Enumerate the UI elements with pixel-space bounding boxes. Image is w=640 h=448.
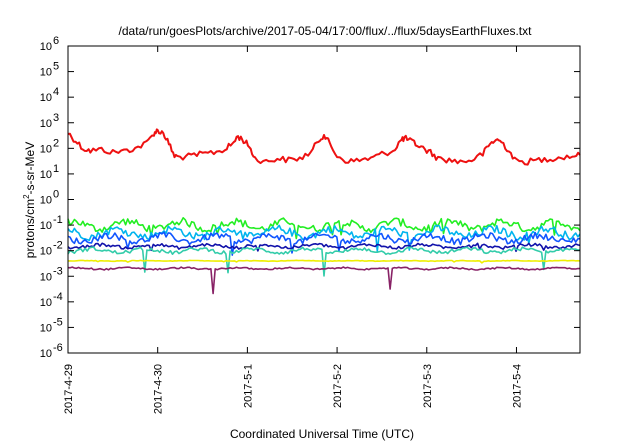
y-tick-exponent: -5 [53,316,63,328]
y-tick-label: 10 [40,67,52,79]
x-axis: 2017-4-29 2017-4-30 2017-5-1 2017-5-2 2017-5… [63,46,523,414]
y-tick-label: 10 [40,297,52,309]
series-line [67,231,581,256]
y-tick-label: 10 [40,41,52,53]
y-tick-label: 10 [40,322,52,334]
series-line [67,266,581,295]
y-tick-label: 10 [40,246,52,258]
y-tick-exponent: 4 [53,86,59,98]
x-tick-label: 2017-5-3 [422,364,434,408]
y-tick-label: 10 [40,92,52,104]
y-tick-exponent: -2 [53,240,63,252]
series-line [67,217,581,240]
chart-title: /data/run/goesPlots/archive/2017-05-04/1… [119,24,533,38]
y-tick-label: 10 [40,118,52,130]
y-tick-label: 10 [40,220,52,232]
y-tick-label: 10 [40,143,52,155]
x-tick-label: 2017-4-29 [63,364,75,414]
x-tick-label: 2017-4-30 [153,364,165,414]
y-tick-exponent: -3 [53,265,63,277]
x-tick-label: 2017-5-2 [332,364,344,408]
y-tick-exponent: 0 [53,189,59,201]
y-tick-exponent: 3 [53,112,59,124]
y-tick-exponent: -6 [53,342,63,354]
y-tick-exponent: 2 [53,137,59,149]
y-tick-exponent: -1 [53,214,63,226]
series-line [67,128,581,166]
y-tick-label: 10 [40,195,52,207]
y-tick-exponent: 1 [53,163,59,175]
y-tick-label: 10 [40,348,52,360]
plot-frame [67,45,581,354]
x-tick-label: 2017-5-4 [511,364,523,408]
y-tick-label: 10 [40,169,52,181]
y-tick-exponent: 5 [53,61,59,73]
series-line [67,242,581,253]
x-axis-label: Coordinated Universal Time (UTC) [230,427,414,441]
y-tick-exponent: -4 [53,291,63,303]
x-tick-label: 2017-5-1 [242,364,254,408]
y-tick-exponent: 6 [53,35,59,47]
plot-series [67,128,581,295]
y-axis-label: protons/cm2-s-sr-MeV [22,142,37,258]
y-axis: 10 -610 -510 -410 -310 -210 -110 010 110 210 310 41… [40,35,580,360]
series-line [68,259,581,264]
y-tick-label: 10 [40,271,52,283]
series-line [67,246,581,277]
